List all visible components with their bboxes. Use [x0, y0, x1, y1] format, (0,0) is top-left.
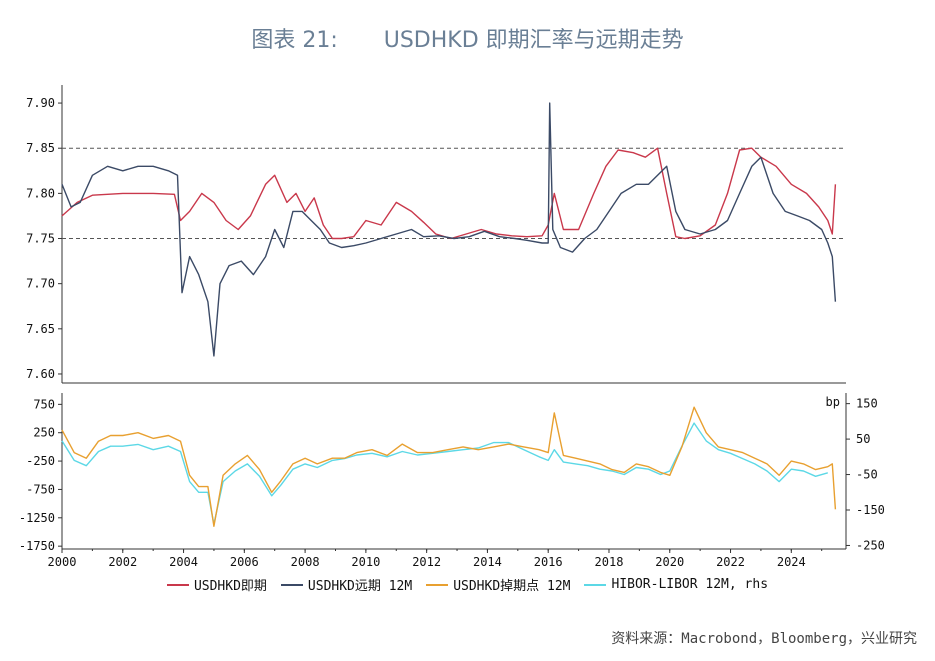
legend-item: USDHKD掉期点 12M [426, 575, 570, 594]
x-tick-label: 2024 [777, 555, 806, 569]
bottom-right-tick-label: 50 [856, 432, 870, 446]
x-tick-label: 2002 [108, 555, 137, 569]
series-usdhkd-forward-12m [61, 102, 837, 357]
series-usdhkd-swap-points-12m [61, 406, 837, 527]
x-tick-label: 2012 [412, 555, 441, 569]
legend-swatch [280, 583, 303, 586]
series-hibor-libor-12m [61, 422, 828, 525]
legend-item: USDHKD即期 [166, 575, 267, 594]
x-tick-label: 2018 [595, 555, 624, 569]
top-y-tick-label: 7.85 [26, 141, 55, 155]
bottom-left-tick-label: -1250 [19, 511, 55, 525]
bottom-right-tick-label: -250 [856, 538, 885, 552]
bottom-left-tick-label: 250 [33, 426, 55, 440]
top-y-tick-label: 7.75 [26, 232, 55, 246]
top-y-tick-label: 7.65 [26, 322, 55, 336]
x-tick-label: 2008 [291, 555, 320, 569]
source-note: 资料来源：Macrobond，Bloomberg，兴业研究 [611, 631, 917, 647]
bottom-right-tick-label: 150 [856, 397, 878, 411]
legend-item: USDHKD远期 12M [280, 575, 413, 594]
legend-swatch [166, 583, 189, 586]
x-tick-label: 2014 [473, 555, 502, 569]
legend-label: USDHKD即期 [193, 579, 267, 594]
bottom-left-tick-label: -250 [26, 454, 55, 468]
x-tick-label: 2006 [230, 555, 259, 569]
x-tick-label: 2020 [655, 555, 684, 569]
bottom-left-tick-label: -1750 [19, 539, 55, 553]
x-tick-label: 2004 [169, 555, 198, 569]
bottom-right-axis-unit: bp [826, 395, 840, 409]
top-y-tick-label: 7.80 [26, 186, 55, 200]
bottom-right-tick-label: -150 [856, 503, 885, 517]
title-prefix: 图表 21: [251, 28, 338, 53]
legend-label: USDHKD远期 12M [307, 579, 413, 594]
legend-label: HIBOR-LIBOR 12M, rhs [611, 577, 769, 592]
legend: USDHKD即期 USDHKD远期 12M USDHKD掉期点 12M HIBOR-L… [0, 575, 935, 594]
x-tick-label: 2016 [534, 555, 563, 569]
legend-swatch [584, 583, 607, 586]
legend-item: HIBOR-LIBOR 12M, rhs [584, 575, 768, 594]
bottom-left-tick-label: -750 [26, 482, 55, 496]
top-y-tick-label: 7.60 [26, 367, 55, 381]
legend-swatch [426, 583, 449, 586]
title-main: USDHKD 即期汇率与远期走势 [383, 28, 684, 53]
x-tick-label: 2022 [716, 555, 745, 569]
legend-label: USDHKD掉期点 12M [453, 579, 571, 594]
x-tick-label: 2010 [351, 555, 380, 569]
top-y-tick-label: 7.90 [26, 96, 55, 110]
x-tick-label: 2000 [48, 555, 77, 569]
bottom-left-tick-label: 750 [33, 397, 55, 411]
series-usdhkd-spot [61, 147, 837, 240]
chart-title: 图表 21: USDHKD 即期汇率与远期走势 [0, 22, 935, 54]
top-y-tick-label: 7.70 [26, 277, 55, 291]
bottom-right-tick-label: -50 [856, 468, 878, 482]
